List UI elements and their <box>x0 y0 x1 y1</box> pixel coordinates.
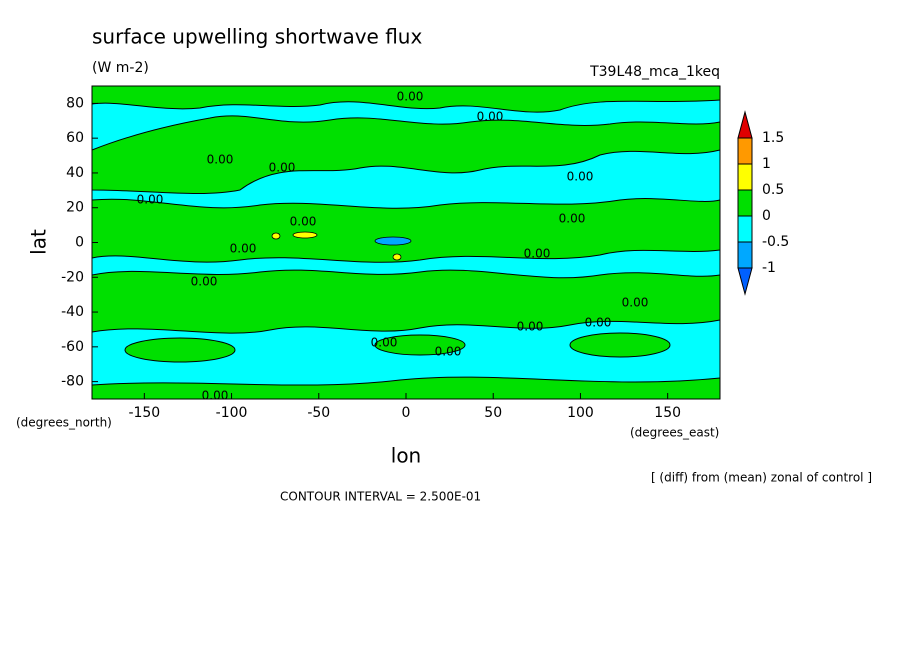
contour-label: 0.00 <box>137 193 164 207</box>
x-tick-label: -100 <box>216 405 248 421</box>
x-axis-label: lon <box>391 444 421 468</box>
y-units: (degrees_north) <box>16 416 112 430</box>
y-tick-label: 0 <box>75 235 84 251</box>
contour-label: 0.00 <box>269 161 296 175</box>
y-tick-label: 20 <box>66 200 84 216</box>
colorbar-box <box>737 241 753 269</box>
y-tick-label: -60 <box>61 339 84 355</box>
colorbar-label: 1 <box>762 156 771 172</box>
contour-fill <box>569 332 671 358</box>
contour-label: 0.00 <box>517 320 544 334</box>
note: [ (diff) from (mean) zonal of control ] <box>651 471 872 485</box>
contour-label: 0.00 <box>202 389 229 403</box>
y-tick-label: -40 <box>61 304 84 320</box>
x-tick-label: 50 <box>484 405 502 421</box>
contour-label: 0.00 <box>585 316 612 330</box>
y-tick-label: -80 <box>61 374 84 390</box>
contour-interval: CONTOUR INTERVAL = 2.500E-01 <box>280 490 481 504</box>
contour-label: 0.00 <box>559 212 586 226</box>
contour-fill <box>271 232 281 240</box>
contour-field <box>91 85 721 400</box>
y-axis-label: lat <box>27 229 51 255</box>
colorbar-box <box>737 189 753 217</box>
contour-label: 0.00 <box>477 110 504 124</box>
contour-label: 0.00 <box>567 170 594 184</box>
colorbar-label: -0.5 <box>762 234 789 250</box>
chart-title: surface upwelling shortwave flux <box>92 25 422 49</box>
contour-label: 0.00 <box>435 345 462 359</box>
colorbar-box <box>737 215 753 243</box>
colorbar-label: 1.5 <box>762 130 784 146</box>
colorbar-label: -1 <box>762 260 776 276</box>
contour-label: 0.00 <box>290 215 317 229</box>
y-tick-label: -20 <box>61 269 84 285</box>
y-tick-label: 80 <box>66 95 84 111</box>
units: (W m-2) <box>92 60 149 76</box>
contour-fill <box>124 337 236 363</box>
y-tick-label: 60 <box>66 130 84 146</box>
contour-fill <box>392 253 402 261</box>
colorbar-arrow <box>737 110 753 139</box>
contour-label: 0.00 <box>524 247 551 261</box>
x-units: (degrees_east) <box>630 426 719 440</box>
colorbar-box <box>737 137 753 165</box>
x-tick-label: 0 <box>402 405 411 421</box>
contour-fill <box>374 334 466 356</box>
colorbar-arrow <box>737 267 753 296</box>
contour-label: 0.00 <box>371 336 398 350</box>
x-tick-label: 150 <box>654 405 681 421</box>
contour-label: 0.00 <box>622 296 649 310</box>
contour-label: 0.00 <box>230 242 257 256</box>
y-tick-label: 40 <box>66 165 84 181</box>
colorbar-label: 0.5 <box>762 182 784 198</box>
colorbar-label: 0 <box>762 208 771 224</box>
contour-fill <box>91 376 721 400</box>
contour-label: 0.00 <box>397 90 424 104</box>
colorbar-box <box>737 163 753 191</box>
contour-fill <box>292 231 318 239</box>
dataset: T39L48_mca_1keq <box>589 64 720 80</box>
x-tick-label: -150 <box>128 405 160 421</box>
contour-label: 0.00 <box>191 275 218 289</box>
x-tick-label: 100 <box>567 405 594 421</box>
contour-fill <box>91 85 721 113</box>
x-tick-label: -50 <box>307 405 330 421</box>
contour-label: 0.00 <box>207 153 234 167</box>
contour-fill <box>374 236 412 246</box>
